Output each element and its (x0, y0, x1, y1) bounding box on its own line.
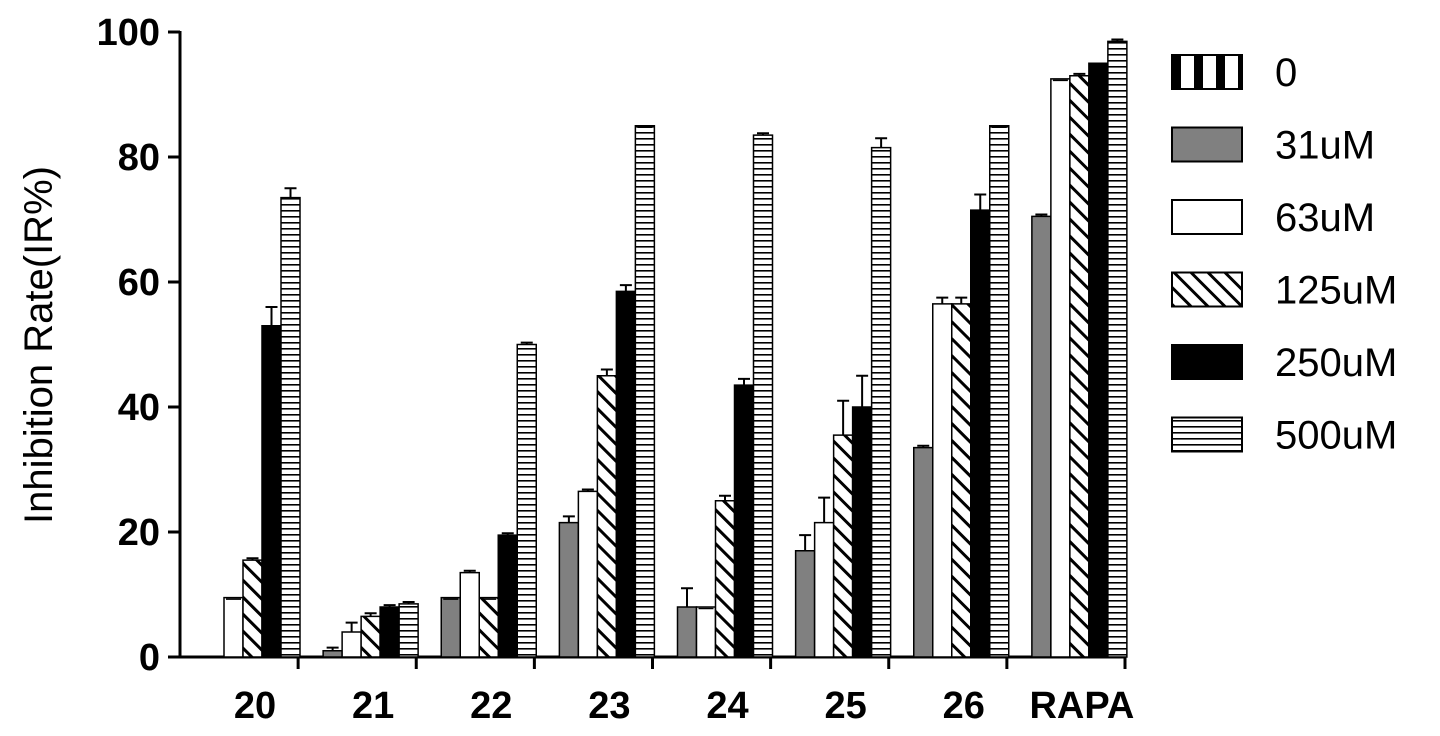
bars (224, 40, 1127, 658)
bar (754, 135, 773, 657)
bar (578, 491, 597, 657)
legend-label: 0 (1275, 51, 1297, 95)
bar (1032, 216, 1051, 657)
bar (361, 616, 380, 657)
legend-swatch (1172, 418, 1242, 452)
x-tick-label: 20 (234, 685, 276, 727)
x-tick-label: RAPA (1029, 685, 1134, 727)
y-tick-label: 60 (118, 262, 160, 304)
bar (735, 385, 754, 657)
bar (380, 607, 399, 657)
bar (281, 198, 300, 657)
x-tick-label: 21 (352, 685, 394, 727)
y-tick-label: 100 (97, 12, 160, 54)
bar (323, 651, 342, 657)
bar (952, 304, 971, 657)
bar (1070, 76, 1089, 657)
legend-label: 250uM (1275, 341, 1397, 385)
legend-label: 63uM (1275, 196, 1375, 240)
y-tick-label: 20 (118, 512, 160, 554)
y-axis: 0 20 40 60 80 100 (97, 12, 180, 679)
x-tick-label: 22 (470, 685, 512, 727)
bar (224, 598, 243, 657)
bar (1108, 41, 1127, 657)
x-tick-label: 26 (943, 685, 985, 727)
bar (815, 523, 834, 657)
bar (460, 573, 479, 657)
bar (399, 604, 418, 657)
x-tick-label: 25 (824, 685, 866, 727)
bar (517, 345, 536, 658)
legend-label: 125uM (1275, 269, 1397, 313)
bar (479, 598, 498, 657)
x-tick-label: 24 (706, 685, 748, 727)
y-tick-label: 80 (118, 137, 160, 179)
bar (796, 551, 815, 657)
bar (441, 598, 460, 657)
bar (1051, 79, 1070, 657)
x-tick-label: 23 (588, 685, 630, 727)
bar (697, 607, 716, 657)
bar (559, 523, 578, 657)
bar (872, 148, 891, 657)
legend-swatch (1172, 55, 1242, 89)
bar (262, 326, 281, 657)
bar (990, 126, 1009, 657)
legend-swatch (1172, 128, 1242, 162)
bar (971, 210, 990, 657)
bar (716, 501, 735, 657)
y-tick-label: 40 (118, 387, 160, 429)
bar (678, 607, 697, 657)
legend-swatch (1172, 273, 1242, 307)
bar (616, 291, 635, 657)
bar (853, 407, 872, 657)
legend-swatch (1172, 200, 1242, 234)
bar (834, 435, 853, 657)
bar (597, 376, 616, 657)
legend: 0 31uM 63uM 125uM 250uM 500uM (1172, 51, 1397, 458)
y-axis-title: Inhibition Rate(IR%) (17, 166, 61, 524)
y-tick-label: 0 (139, 637, 160, 679)
bar (1089, 63, 1108, 657)
bar (342, 632, 361, 657)
x-axis: 20 21 22 23 24 25 26 RAPA (179, 657, 1134, 727)
bar (243, 560, 262, 657)
bar (635, 126, 654, 657)
bar (498, 535, 517, 657)
legend-label: 500uM (1275, 414, 1397, 458)
bar (933, 304, 952, 657)
legend-label: 31uM (1275, 124, 1375, 168)
legend-swatch (1172, 345, 1242, 379)
bar (914, 448, 933, 657)
